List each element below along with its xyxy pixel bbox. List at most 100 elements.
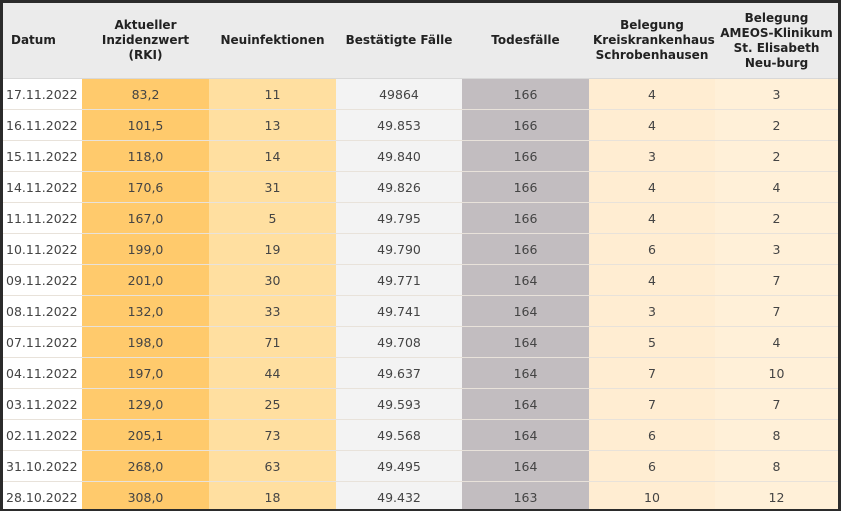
cell-incidence: 308,0 [82,481,209,509]
cell-occupancy-neuburg: 8 [715,450,838,482]
cell-occupancy-neuburg: 7 [715,388,838,420]
table-row: 28.10.2022 308,0 18 49.432 163 10 12 [3,481,838,509]
cell-occupancy-schrobenhausen: 4 [589,78,715,110]
cell-occupancy-neuburg: 8 [715,419,838,451]
cell-deaths: 166 [462,171,589,203]
cell-incidence: 118,0 [82,140,209,172]
cell-incidence: 167,0 [82,202,209,234]
cell-incidence: 268,0 [82,450,209,482]
table-row: 15.11.2022 118,0 14 49.840 166 3 2 [3,140,838,172]
cell-occupancy-neuburg: 10 [715,357,838,389]
cell-new-infections: 44 [209,357,336,389]
cell-occupancy-schrobenhausen: 4 [589,264,715,296]
cell-confirmed-cases: 49.495 [336,450,462,482]
cell-new-infections: 63 [209,450,336,482]
cell-date: 16.11.2022 [3,109,82,141]
cell-new-infections: 19 [209,233,336,265]
table-row: 14.11.2022 170,6 31 49.826 166 4 4 [3,171,838,203]
cell-confirmed-cases: 49.593 [336,388,462,420]
cell-date: 03.11.2022 [3,388,82,420]
cell-occupancy-schrobenhausen: 3 [589,140,715,172]
cell-confirmed-cases: 49.853 [336,109,462,141]
cell-occupancy-schrobenhausen: 7 [589,388,715,420]
cell-date: 28.10.2022 [3,481,82,509]
cell-occupancy-schrobenhausen: 7 [589,357,715,389]
cell-confirmed-cases: 49864 [336,78,462,110]
table-row: 03.11.2022 129,0 25 49.593 164 7 7 [3,388,838,420]
cell-incidence: 170,6 [82,171,209,203]
header-deaths: Todesfälle [462,3,589,79]
cell-confirmed-cases: 49.708 [336,326,462,358]
table-row: 31.10.2022 268,0 63 49.495 164 6 8 [3,450,838,482]
cell-deaths: 164 [462,419,589,451]
cell-deaths: 166 [462,202,589,234]
table-header-row: Datum Aktueller Inzidenzwert (RKI) Neuinfe… [3,3,838,79]
cell-occupancy-schrobenhausen: 6 [589,450,715,482]
cell-confirmed-cases: 49.432 [336,481,462,509]
cell-incidence: 205,1 [82,419,209,451]
header-occupancy-schrobenhausen: Belegung Kreiskrankenhaus Schrobenhausen [589,3,715,79]
table-row: 04.11.2022 197,0 44 49.637 164 7 10 [3,357,838,389]
table-row: 10.11.2022 199,0 19 49.790 166 6 3 [3,233,838,265]
cell-date: 15.11.2022 [3,140,82,172]
table-row: 11.11.2022 167,0 5 49.795 166 4 2 [3,202,838,234]
cell-deaths: 164 [462,388,589,420]
cell-deaths: 166 [462,140,589,172]
cell-date: 31.10.2022 [3,450,82,482]
cell-confirmed-cases: 49.795 [336,202,462,234]
cell-new-infections: 71 [209,326,336,358]
cell-occupancy-neuburg: 4 [715,171,838,203]
cell-incidence: 199,0 [82,233,209,265]
cell-occupancy-neuburg: 2 [715,202,838,234]
cell-occupancy-neuburg: 3 [715,233,838,265]
cell-new-infections: 33 [209,295,336,327]
cell-new-infections: 18 [209,481,336,509]
cell-confirmed-cases: 49.840 [336,140,462,172]
cell-date: 02.11.2022 [3,419,82,451]
cell-new-infections: 73 [209,419,336,451]
cell-occupancy-neuburg: 2 [715,109,838,141]
cell-occupancy-schrobenhausen: 4 [589,171,715,203]
cell-confirmed-cases: 49.741 [336,295,462,327]
cell-date: 17.11.2022 [3,78,82,110]
table-row: 02.11.2022 205,1 73 49.568 164 6 8 [3,419,838,451]
cell-new-infections: 13 [209,109,336,141]
covid-table-container: Datum Aktueller Inzidenzwert (RKI) Neuinfe… [3,3,838,509]
cell-date: 04.11.2022 [3,357,82,389]
cell-deaths: 166 [462,233,589,265]
cell-new-infections: 31 [209,171,336,203]
cell-date: 09.11.2022 [3,264,82,296]
cell-incidence: 201,0 [82,264,209,296]
cell-occupancy-schrobenhausen: 5 [589,326,715,358]
cell-deaths: 164 [462,264,589,296]
cell-occupancy-neuburg: 3 [715,78,838,110]
cell-confirmed-cases: 49.568 [336,419,462,451]
cell-occupancy-neuburg: 2 [715,140,838,172]
cell-date: 08.11.2022 [3,295,82,327]
table-row: 09.11.2022 201,0 30 49.771 164 4 7 [3,264,838,296]
cell-deaths: 166 [462,78,589,110]
cell-occupancy-schrobenhausen: 6 [589,419,715,451]
cell-new-infections: 25 [209,388,336,420]
header-date: Datum [3,3,82,79]
cell-occupancy-schrobenhausen: 4 [589,202,715,234]
cell-incidence: 198,0 [82,326,209,358]
cell-new-infections: 30 [209,264,336,296]
cell-deaths: 164 [462,326,589,358]
cell-date: 10.11.2022 [3,233,82,265]
cell-deaths: 164 [462,357,589,389]
cell-occupancy-schrobenhausen: 6 [589,233,715,265]
cell-new-infections: 5 [209,202,336,234]
cell-date: 07.11.2022 [3,326,82,358]
cell-confirmed-cases: 49.637 [336,357,462,389]
cell-deaths: 164 [462,295,589,327]
cell-occupancy-neuburg: 4 [715,326,838,358]
cell-date: 14.11.2022 [3,171,82,203]
cell-deaths: 163 [462,481,589,509]
cell-occupancy-schrobenhausen: 10 [589,481,715,509]
header-incidence: Aktueller Inzidenzwert (RKI) [82,3,209,79]
cell-incidence: 197,0 [82,357,209,389]
header-confirmed-cases: Bestätigte Fälle [336,3,462,79]
cell-occupancy-schrobenhausen: 3 [589,295,715,327]
cell-incidence: 83,2 [82,78,209,110]
